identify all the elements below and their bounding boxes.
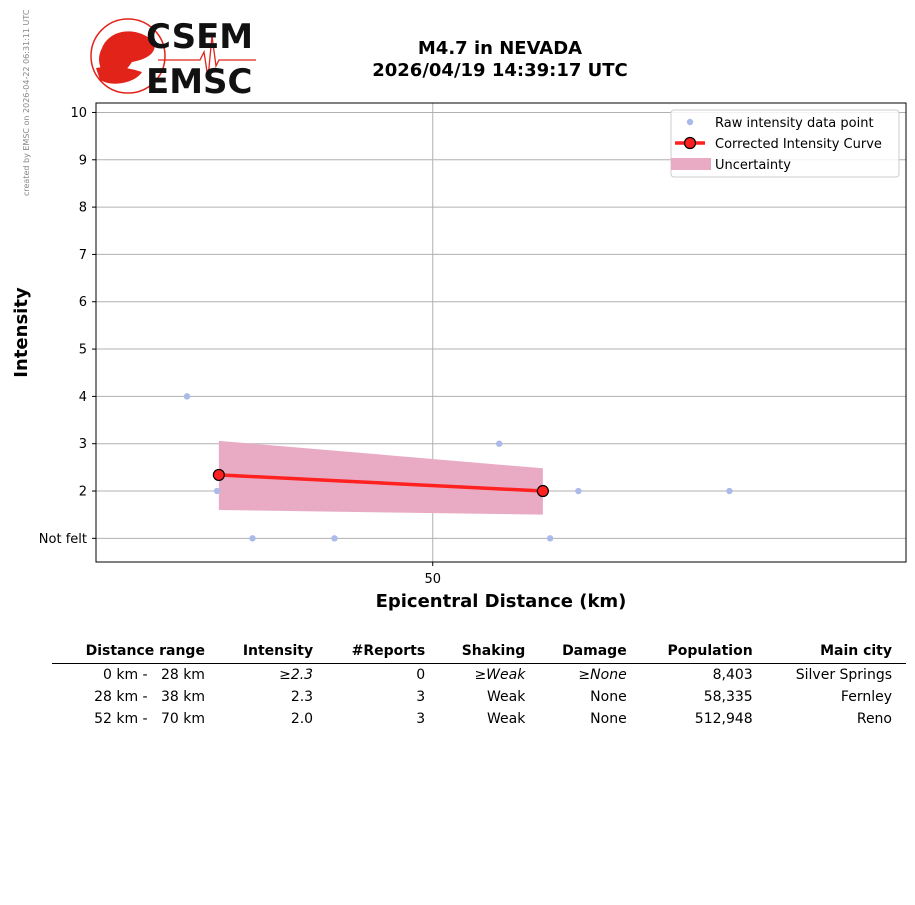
legend-entry: Corrected Intensity Curve: [715, 137, 882, 152]
table-cell: ≥2.3: [279, 667, 314, 683]
table-cell: 8,403: [712, 667, 753, 683]
logo-text-emsc: EMSC: [146, 62, 253, 98]
y-tick-label: 7: [79, 248, 87, 263]
table-header-row: Distance range Intensity #Reports Shaking Da…: [52, 640, 906, 664]
table-header-cell: Shaking: [439, 640, 540, 664]
chart-subtitle: 2026/04/19 14:39:17 UTC: [372, 60, 628, 81]
raw-data-point: [213, 487, 221, 495]
emsc-logo: CSEM EMSC: [90, 17, 256, 98]
curve-marker: [536, 484, 549, 498]
y-tick-label: 2: [79, 485, 87, 500]
table-cell: 2.0: [290, 711, 314, 727]
y-axis-label: Intensity: [11, 287, 32, 378]
table-cell: 2.3: [290, 689, 314, 705]
uncertainty-band: [218, 440, 543, 515]
x-axis-label: Epicentral Distance (km): [376, 591, 627, 612]
table-cell: 0: [416, 667, 426, 683]
table-header-cell: Intensity: [218, 640, 328, 664]
y-tick-label: 6: [79, 295, 87, 310]
y-tick-label: 3: [79, 437, 87, 452]
y-tick-label: 5: [79, 343, 87, 358]
raw-data-point: [249, 535, 256, 542]
table-cell: 3: [416, 689, 426, 705]
plot-frame: [95, 102, 907, 563]
raw-data-point: [495, 440, 503, 447]
table-cell: Weak: [487, 689, 526, 705]
table-cell: Weak: [487, 711, 526, 727]
y-tick-label: 10: [70, 106, 87, 121]
intensity-summary-table: Distance range Intensity #Reports Shaking Da…: [52, 640, 906, 730]
y-tick-label: 8: [79, 201, 87, 216]
table-cell: 0 km - 28 km: [102, 667, 205, 683]
raw-data-point: [331, 535, 338, 542]
table-cell: Silver Springs: [795, 667, 892, 683]
chart-title: M4.7 in NEVADA: [417, 38, 583, 59]
table-cell: Reno: [856, 711, 892, 727]
raw-data-point: [183, 393, 191, 400]
intensity-chart: Not felt 2 3 4 5 6 7 8 9 10 50 Epicentral Distance …: [11, 102, 907, 612]
table-cell: 58,335: [703, 689, 753, 705]
table-header-cell: Damage: [539, 640, 641, 664]
table-row: 0 km - 28 km ≥2.3 0 ≥Weak ≥None 8,403 Silver S…: [52, 664, 906, 687]
legend-raw-marker: [686, 118, 694, 126]
table-cell: ≥None: [578, 667, 627, 683]
table-cell: None: [590, 689, 627, 705]
table-cell: 3: [416, 711, 426, 727]
curve-marker: [212, 468, 225, 482]
table-cell: Fernley: [840, 689, 892, 705]
table-cell: ≥Weak: [474, 667, 526, 683]
legend-uncertainty-swatch: [671, 158, 711, 170]
table-cell: None: [590, 711, 627, 727]
table-cell: 52 km - 70 km: [94, 711, 205, 727]
y-tick-label: 9: [79, 153, 87, 168]
raw-data-point: [726, 487, 733, 495]
y-tick-label: Not felt: [39, 532, 87, 547]
legend-entry: Raw intensity data point: [715, 116, 874, 131]
table-row: 52 km - 70 km 2.0 3 Weak None 512,948 Reno: [52, 708, 906, 730]
table-header-cell: Population: [640, 640, 767, 664]
raw-data-point: [546, 535, 554, 542]
legend-curve-marker: [683, 136, 697, 150]
table-cell: 512,948: [694, 711, 753, 727]
table-header-cell: #Reports: [327, 640, 440, 664]
legend-box: [670, 109, 900, 178]
logo-text-csem: CSEM: [146, 17, 253, 57]
x-tick-label: 50: [424, 572, 441, 587]
raw-data-point: [575, 487, 582, 495]
table-row: 28 km - 38 km 2.3 3 Weak None 58,335 Fernley: [52, 686, 906, 708]
corrected-intensity-curve: [218, 473, 543, 493]
table-cell: 28 km - 38 km: [94, 689, 205, 705]
table-header-cell: Main city: [766, 640, 906, 664]
y-tick-label: 4: [79, 390, 87, 405]
table-header-cell: Distance range: [52, 640, 219, 664]
legend-entry: Uncertainty: [715, 158, 791, 173]
